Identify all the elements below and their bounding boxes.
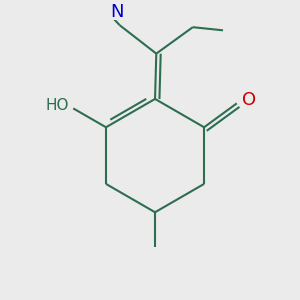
Text: O: O bbox=[242, 91, 256, 109]
Text: N: N bbox=[110, 3, 123, 21]
Text: HO: HO bbox=[45, 98, 69, 113]
